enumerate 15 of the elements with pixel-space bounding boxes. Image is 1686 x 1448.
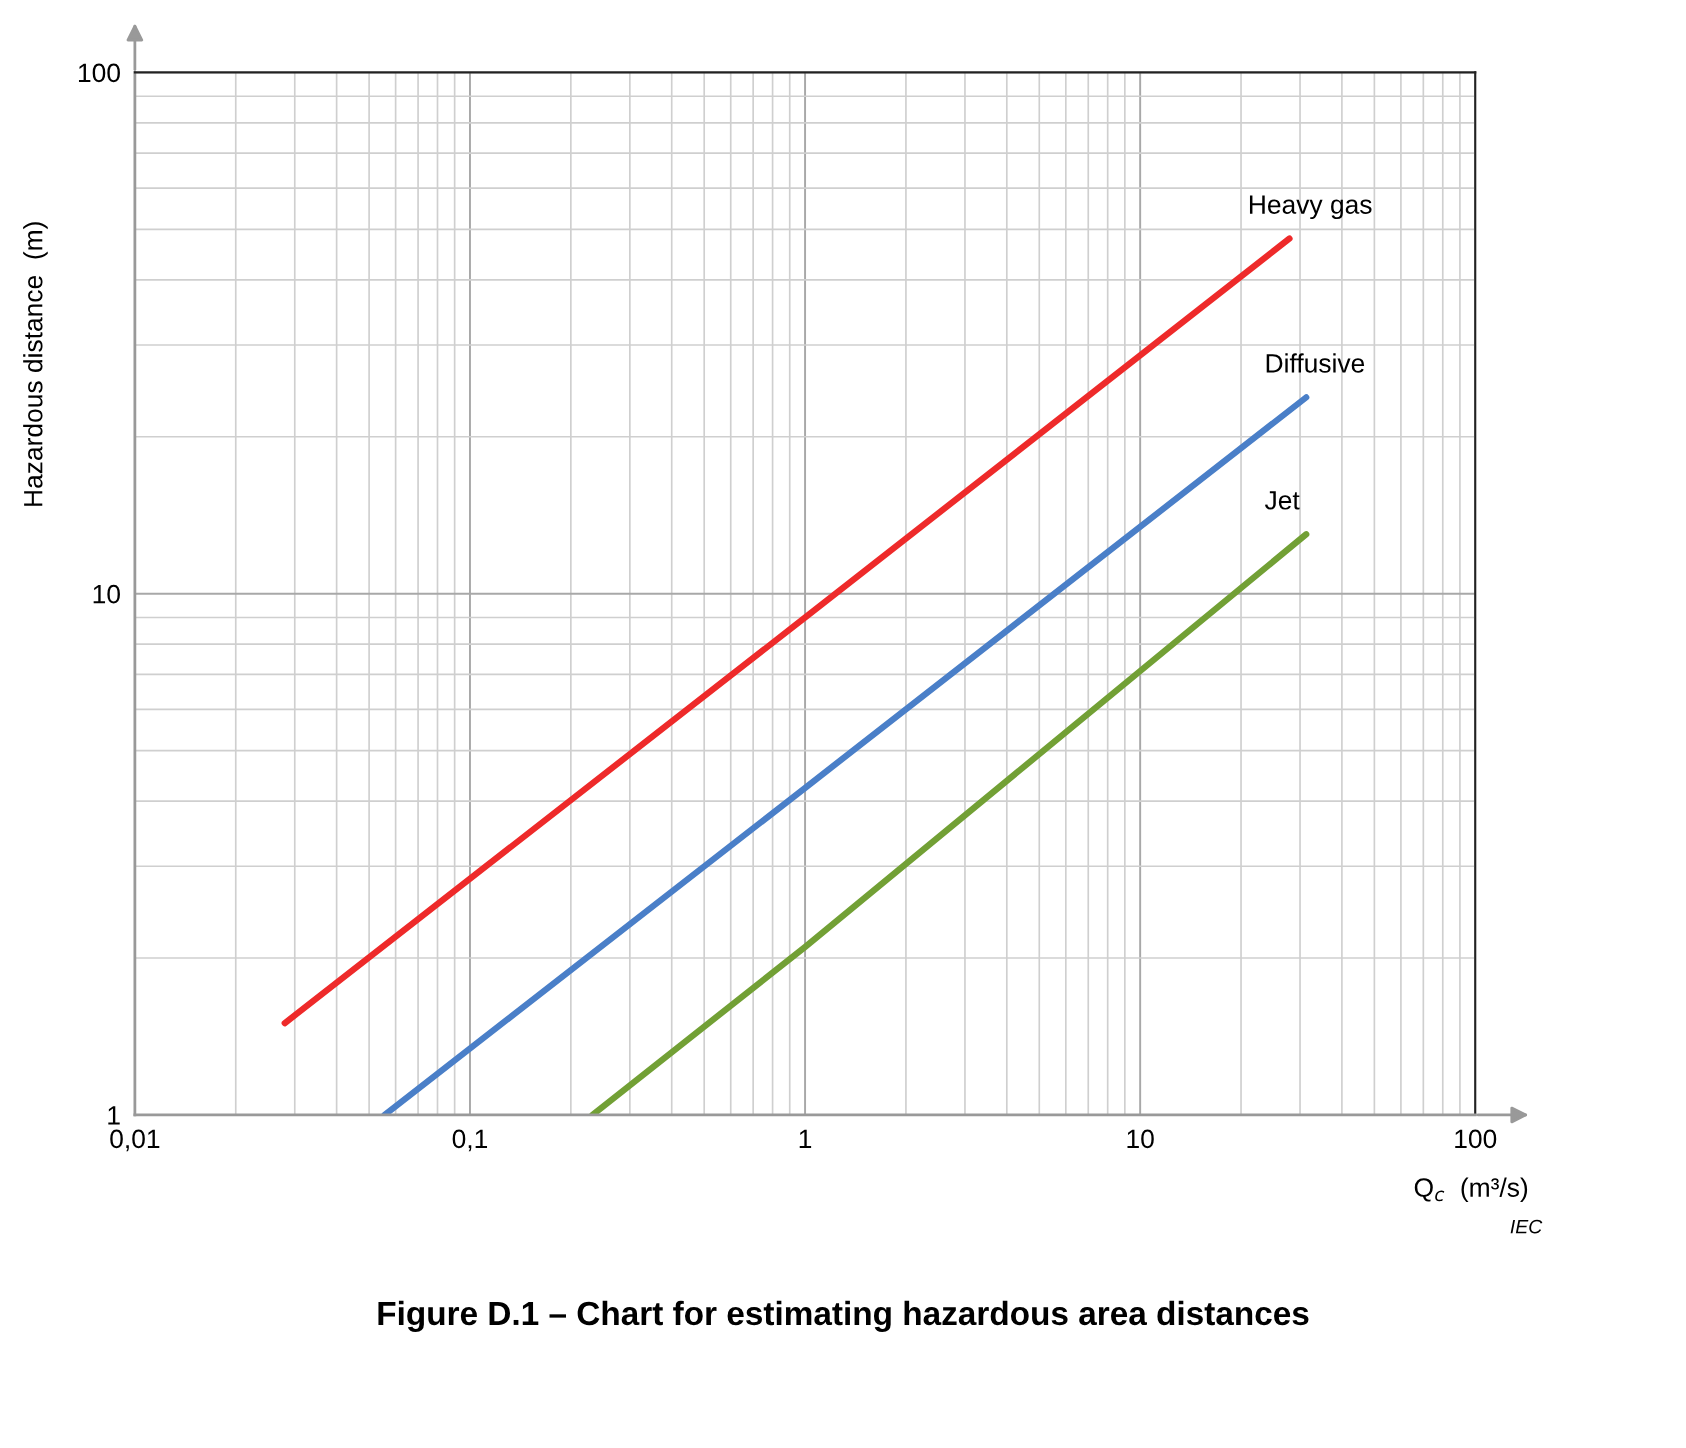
x-tick-label: 0,1: [452, 1129, 488, 1152]
x-tick-label: 1: [799, 1129, 812, 1148]
x-tick-label: 100: [1455, 1129, 1497, 1149]
series-label: Diffusive: [1266, 353, 1365, 373]
y-tick-label: 10: [93, 584, 120, 604]
text: Figure D.1 – Chart for estimating hazardous area distances: [378, 1300, 1309, 1332]
series-label: Jet: [1264, 491, 1300, 510]
y-tick-label: 1: [108, 1106, 120, 1125]
x-tick-label: 10: [1127, 1129, 1154, 1149]
x-axis-title: Q$_{c}$ (m³/s): [1414, 1177, 1528, 1203]
y-axis-title: Hazardous distance (m): [23, 222, 48, 506]
x-tick-label: 0,01: [110, 1129, 160, 1152]
text: IEC: [1510, 1219, 1543, 1234]
series-label: Heavy gas: [1249, 195, 1372, 220]
y-tick-label: 100: [78, 63, 120, 83]
